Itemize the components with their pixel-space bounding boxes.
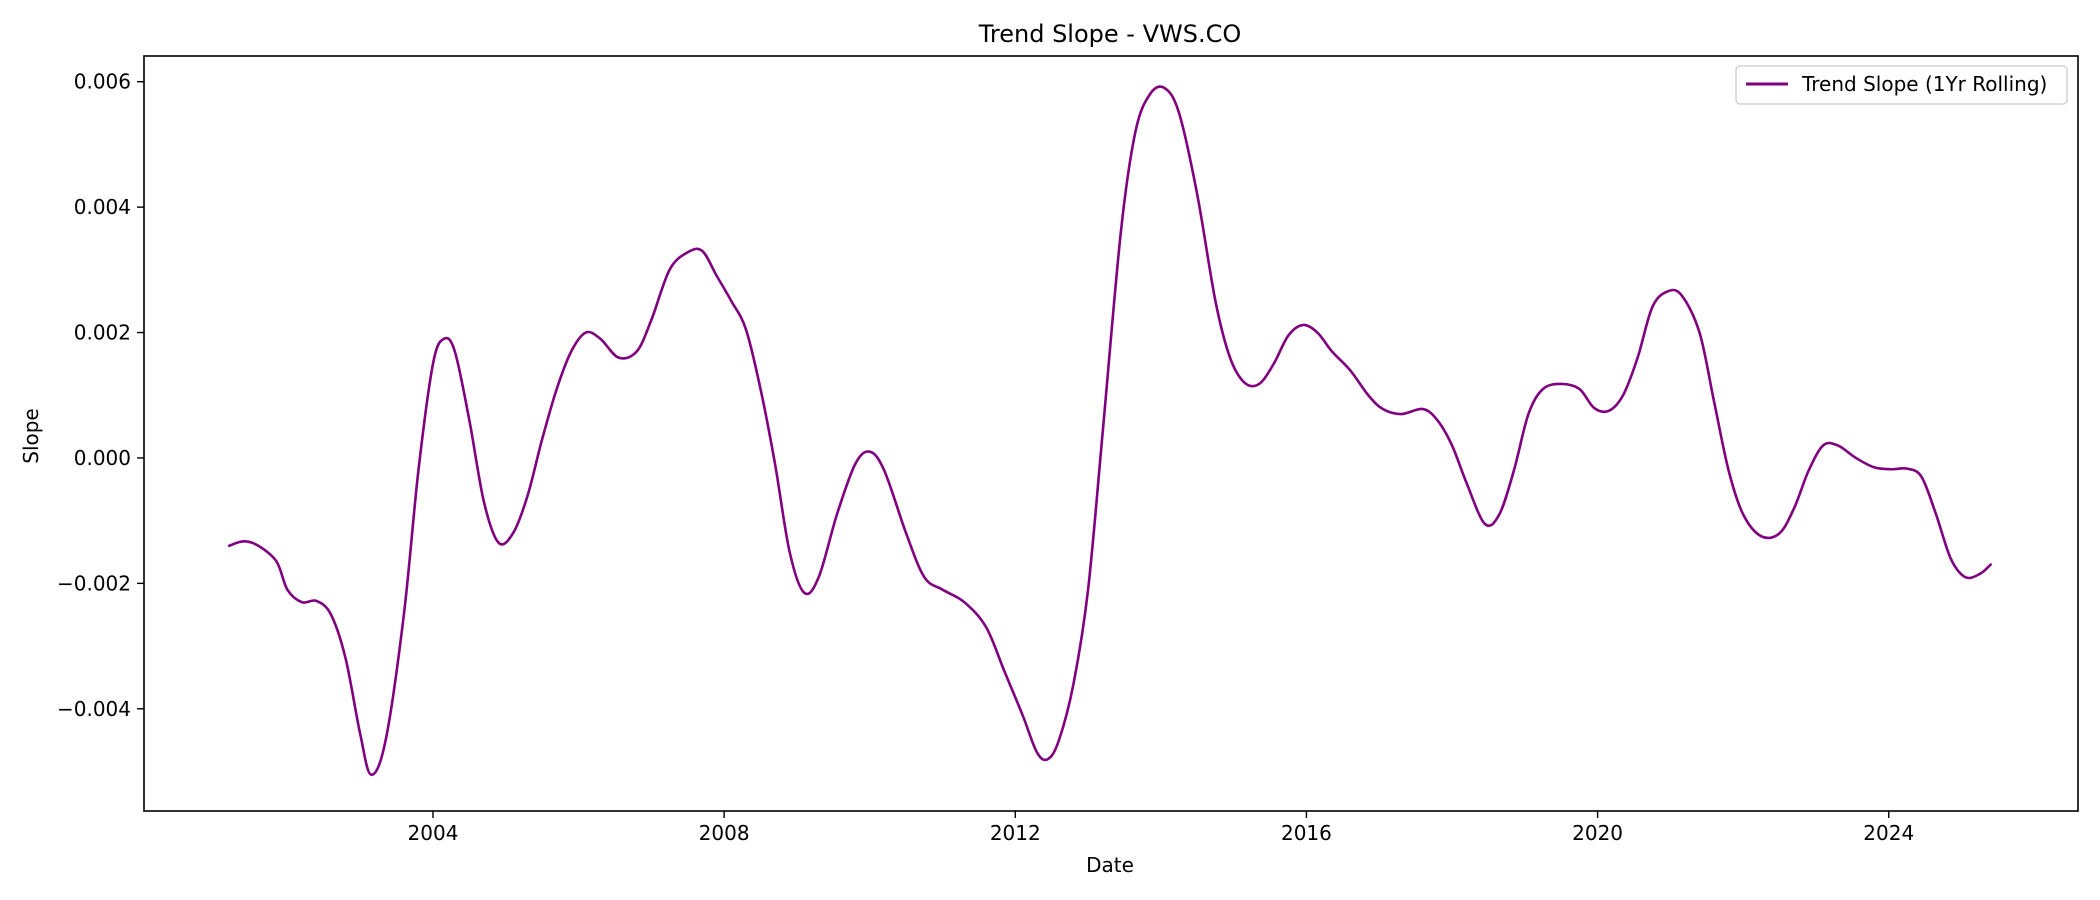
x-axis: 2004 2008 2012 2016 2020 2024: [408, 811, 1914, 845]
y-tick-label: 0.000: [74, 446, 131, 470]
legend-box: [1735, 65, 2068, 105]
legend-label: Trend Slope (1Yr Rolling): [1801, 72, 2047, 96]
y-tick-label: −0.002: [57, 571, 131, 595]
chart-title: Trend Slope - VWS.CO: [978, 20, 1241, 48]
x-tick-label: 2020: [1572, 821, 1623, 845]
x-tick-label: 2008: [699, 821, 750, 845]
y-axis: −0.004 −0.002 0.000 0.002 0.004 0.006: [57, 70, 144, 721]
x-axis-label: Date: [1086, 853, 1134, 877]
x-tick-label: 2004: [408, 821, 459, 845]
x-tick-label: 2016: [1281, 821, 1332, 845]
x-tick-label: 2024: [1863, 821, 1914, 845]
y-tick-label: 0.002: [74, 321, 131, 345]
y-tick-label: 0.006: [74, 70, 131, 94]
y-axis-label: Slope: [19, 408, 43, 464]
x-tick-label: 2012: [990, 821, 1041, 845]
plot-area: [227, 85, 1992, 776]
y-tick-label: 0.004: [74, 195, 131, 219]
legend: Trend Slope (1Yr Rolling): [1735, 65, 2068, 105]
y-tick-label: −0.004: [57, 697, 131, 721]
plot-frame: [143, 55, 2079, 812]
series-line-0: [227, 85, 1992, 776]
